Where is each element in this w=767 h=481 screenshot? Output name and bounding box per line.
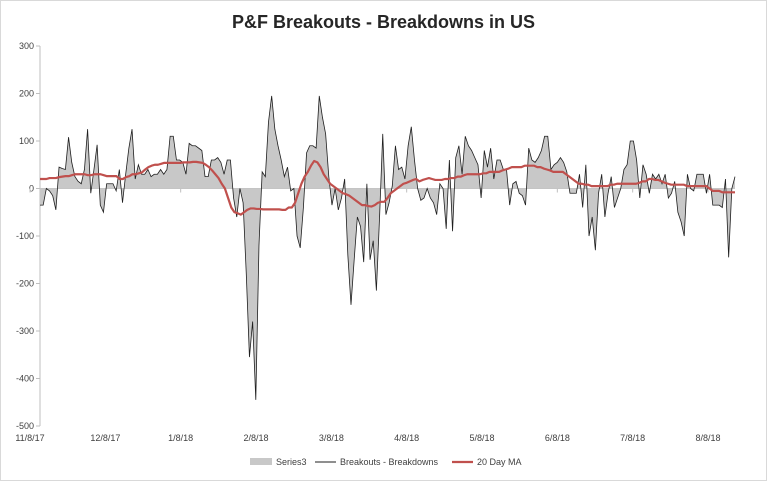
y-tick-label: -300 [16, 326, 34, 336]
legend-label-ma: 20 Day MA [477, 457, 522, 467]
y-tick-label: 300 [19, 41, 34, 51]
legend-swatch-series3 [250, 458, 272, 465]
series3-area [40, 95, 735, 400]
y-axis: 300 200 100 0 -100 -200 -300 -400 -500 [16, 41, 41, 431]
x-tick-label: 3/8/18 [319, 433, 344, 443]
y-tick-label: -400 [16, 374, 34, 384]
y-tick-label: 0 [29, 184, 34, 194]
y-tick-label: 100 [19, 136, 34, 146]
x-tick-label: 11/8/17 [15, 433, 44, 443]
legend: Series3 Breakouts - Breakdowns 20 Day MA [250, 457, 522, 467]
x-tick-label: 8/8/18 [695, 433, 720, 443]
legend-label-series3: Series3 [276, 457, 307, 467]
ma-20-day-line [40, 159, 735, 216]
x-tick-label: 2/8/18 [243, 433, 268, 443]
y-tick-label: -200 [16, 279, 34, 289]
x-tick-label: 12/8/17 [90, 433, 120, 443]
x-tick-label: 1/8/18 [168, 433, 193, 443]
x-tick-label: 7/8/18 [620, 433, 645, 443]
breakouts-breakdowns-line [40, 95, 736, 400]
x-tick-label: 4/8/18 [394, 433, 419, 443]
y-tick-label: -100 [16, 231, 34, 241]
legend-label-line: Breakouts - Breakdowns [340, 457, 439, 467]
y-tick-label: 200 [19, 89, 34, 99]
x-tick-label: 5/8/18 [469, 433, 494, 443]
chart-title: P&F Breakouts - Breakdowns in US [231, 12, 536, 32]
y-tick-label: -500 [16, 421, 34, 431]
series-layer [40, 95, 736, 400]
x-tick-label: 6/8/18 [545, 433, 570, 443]
